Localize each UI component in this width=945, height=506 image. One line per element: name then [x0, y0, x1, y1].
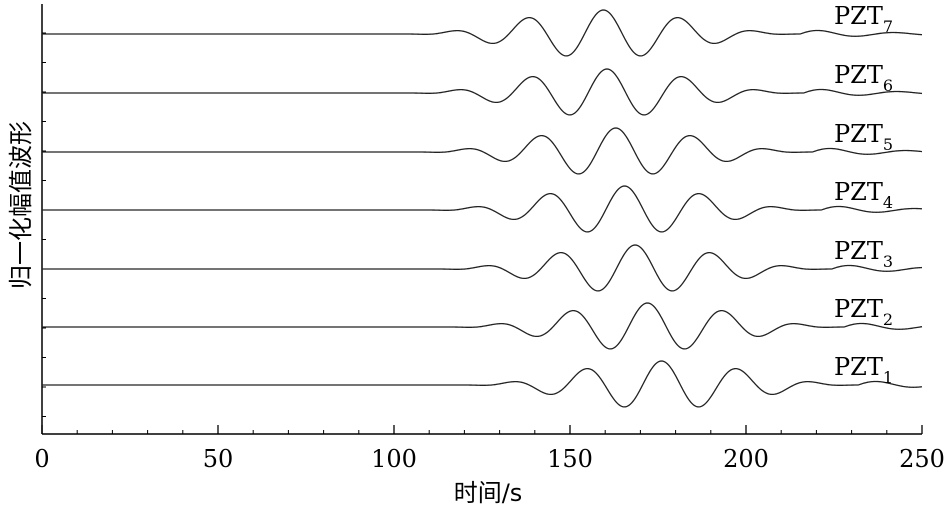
- waveform-pzt3: [42, 244, 923, 292]
- x-tick-label: 50: [203, 445, 234, 473]
- series-label-subscript: 3: [883, 252, 893, 271]
- series-label-subscript: 5: [883, 135, 893, 154]
- chart-axes: [41, 4, 922, 435]
- waveform-pzt7: [42, 9, 923, 57]
- series-label-base: PZT: [834, 120, 883, 148]
- x-axis-title: 时间/s: [454, 479, 523, 506]
- x-tick-label: 0: [34, 445, 49, 473]
- series-label-subscript: 7: [883, 17, 893, 36]
- waveform-pzt4: [42, 185, 923, 233]
- series-label-pzt4: PZT4: [834, 178, 893, 212]
- series-label-base: PZT: [834, 237, 883, 265]
- series-label-subscript: 2: [883, 310, 893, 329]
- series-label-pzt5: PZT5: [834, 120, 893, 154]
- series-label-base: PZT: [834, 178, 883, 206]
- waveform-pzt1: [42, 360, 923, 408]
- series-label-base: PZT: [834, 61, 883, 89]
- series-lines: [42, 9, 923, 408]
- waveform-pzt5: [42, 127, 923, 175]
- x-tick-label: 200: [723, 445, 769, 473]
- series-label-pzt7: PZT7: [834, 2, 893, 36]
- series-label-base: PZT: [834, 295, 883, 323]
- series-label-pzt6: PZT6: [834, 61, 893, 95]
- x-tick-label: 100: [371, 445, 417, 473]
- series-label-base: PZT: [834, 2, 883, 30]
- series-label-subscript: 4: [883, 193, 893, 212]
- series-label-pzt1: PZT1: [834, 353, 893, 387]
- series-label-base: PZT: [834, 353, 883, 381]
- waveform-pzt2: [42, 302, 923, 350]
- series-label-pzt2: PZT2: [834, 295, 893, 329]
- y-ticks: [42, 32, 46, 417]
- x-tick-label: 150: [547, 445, 593, 473]
- waveform-pzt6: [42, 68, 923, 116]
- y-axis-title: 归一化幅值波形: [7, 121, 35, 289]
- series-label-subscript: 6: [883, 76, 893, 95]
- x-tick-label: 250: [899, 445, 945, 473]
- series-label-subscript: 1: [883, 368, 893, 387]
- x-ticks: 0 50 100 150 200 250: [34, 425, 945, 473]
- series-label-pzt3: PZT3: [834, 237, 893, 271]
